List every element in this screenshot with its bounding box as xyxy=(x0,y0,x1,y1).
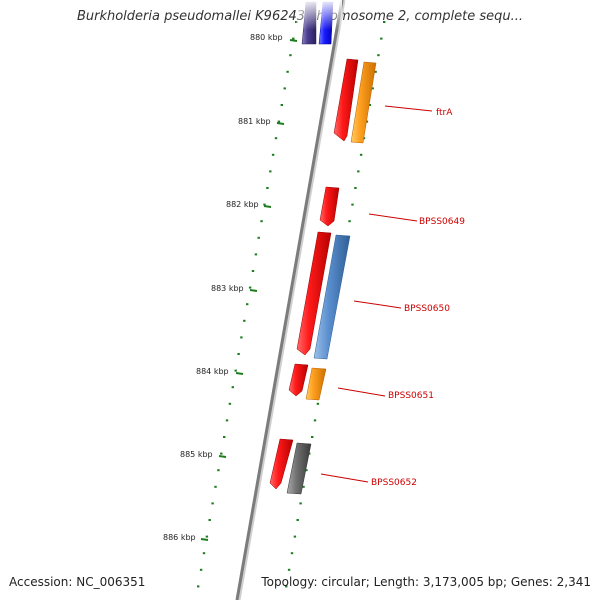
inner-tick-4 xyxy=(283,87,286,90)
inner-tick-20 xyxy=(237,353,240,355)
tick-885 xyxy=(218,455,227,458)
inner-tick-14 xyxy=(254,253,258,256)
inner-tick-17 xyxy=(246,303,249,306)
feature-BPSS0651-cds[interactable] xyxy=(288,363,309,397)
outer-tick-12 xyxy=(348,220,351,223)
inner-tick-3 xyxy=(286,70,289,73)
inner-tick-2 xyxy=(289,54,292,57)
outer-tick-23 xyxy=(316,402,320,405)
inner-tick-13 xyxy=(257,236,260,239)
outer-tick-2 xyxy=(377,54,380,57)
label-line-BPSS0650 xyxy=(353,300,402,309)
gene-label-BPSS0651[interactable]: BPSS0651 xyxy=(388,391,434,401)
genome-summary-text: Topology: circular; Length: 3,173,005 bp… xyxy=(261,575,591,589)
inner-tick-8 xyxy=(271,153,275,156)
feature-BPSS0652-gene[interactable] xyxy=(286,442,312,495)
outer-tick-34 xyxy=(285,585,288,588)
inner-tick-30 xyxy=(208,519,211,521)
tick-881 xyxy=(276,122,285,125)
tick-label-883: 883 kbp xyxy=(211,284,244,293)
inner-tick-32 xyxy=(202,552,206,555)
inner-tick-27 xyxy=(217,469,220,472)
inner-tick-ruler xyxy=(197,21,298,588)
feature-BPSS0652-cds[interactable] xyxy=(269,438,294,490)
tick-880 xyxy=(289,39,298,42)
inner-tick-23 xyxy=(228,402,232,405)
outer-tick-1 xyxy=(380,37,383,40)
outer-tick-30 xyxy=(296,519,299,521)
inner-tick-31 xyxy=(205,535,209,538)
outer-tick-10 xyxy=(354,187,357,189)
feature-ftrA-gene[interactable] xyxy=(350,61,377,144)
tick-label-885: 885 kbp xyxy=(180,450,213,459)
tick-label-882: 882 kbp xyxy=(226,200,259,209)
inner-tick-34 xyxy=(197,585,200,588)
inner-tick-5 xyxy=(280,104,283,106)
inner-tick-22 xyxy=(231,386,234,389)
top-fade-overlay xyxy=(296,0,342,30)
label-line-BPSS0652 xyxy=(320,473,369,483)
tick-882 xyxy=(263,205,272,208)
label-line-ftrA xyxy=(384,105,433,112)
outer-tick-29 xyxy=(299,502,302,505)
feature-BPSS0651-gene[interactable] xyxy=(305,367,327,401)
tick-884 xyxy=(235,372,244,375)
tick-label-884: 884 kbp xyxy=(196,367,229,376)
inner-tick-12 xyxy=(260,220,263,223)
gene-label-BPSS0650[interactable]: BPSS0650 xyxy=(404,304,450,314)
inner-tick-21 xyxy=(234,369,237,372)
label-line-BPSS0651 xyxy=(337,387,386,397)
label-line-BPSS0649 xyxy=(368,213,418,222)
tick-label-886: 886 kbp xyxy=(163,533,196,542)
inner-tick-29 xyxy=(211,502,214,505)
inner-tick-6 xyxy=(277,120,281,123)
outer-tick-3 xyxy=(374,70,377,73)
inner-tick-7 xyxy=(274,137,278,140)
outer-tick-33 xyxy=(287,568,291,571)
outer-tick-6 xyxy=(365,120,369,123)
inner-tick-16 xyxy=(248,286,252,289)
backbone-line xyxy=(235,0,344,600)
outer-tick-11 xyxy=(351,203,354,206)
tick-label-880: 880 kbp xyxy=(250,33,283,42)
outer-tick-25 xyxy=(311,436,314,438)
feature-ftrA-cds[interactable] xyxy=(333,58,359,142)
gene-label-BPSS0652[interactable]: BPSS0652 xyxy=(371,478,417,488)
gene-label-BPSS0649[interactable]: BPSS0649 xyxy=(419,217,465,227)
feature-BPSS0650-gene[interactable] xyxy=(313,234,351,360)
kbp-axis: 880 kbp 881 kbp 882 kbp 883 kbp 884 kbp … xyxy=(163,33,298,542)
gene-label-ftrA[interactable]: ftrA xyxy=(436,108,453,118)
inner-tick-15 xyxy=(251,270,255,272)
outer-tick-24 xyxy=(313,419,317,422)
outer-tick-28 xyxy=(302,485,305,488)
outer-tick-5 xyxy=(368,104,371,106)
inner-tick-10 xyxy=(266,187,269,189)
inner-tick-33 xyxy=(199,568,203,571)
accession-text: Accession: NC_006351 xyxy=(9,575,146,589)
inner-tick-28 xyxy=(214,485,217,488)
inner-tick-24 xyxy=(225,419,229,422)
inner-tick-1 xyxy=(292,37,295,40)
outer-tick-9 xyxy=(357,170,360,173)
tick-883 xyxy=(249,289,258,292)
inner-tick-26 xyxy=(220,452,223,455)
inner-tick-18 xyxy=(243,319,246,322)
outer-tick-0 xyxy=(383,21,386,23)
inner-tick-19 xyxy=(240,336,243,339)
outer-tick-4 xyxy=(371,87,374,90)
outer-tick-31 xyxy=(293,535,297,538)
feature-BPSS0649-cds[interactable] xyxy=(319,186,340,227)
feature-BPSS0650-cds[interactable] xyxy=(296,231,332,356)
tick-label-881: 881 kbp xyxy=(238,117,271,126)
outer-tick-8 xyxy=(359,153,363,156)
outer-tick-27 xyxy=(305,469,308,472)
inner-tick-9 xyxy=(269,170,272,173)
tick-886 xyxy=(200,538,209,541)
inner-tick-25 xyxy=(223,436,226,438)
inner-tick-11 xyxy=(263,203,266,206)
outer-tick-32 xyxy=(290,552,294,555)
